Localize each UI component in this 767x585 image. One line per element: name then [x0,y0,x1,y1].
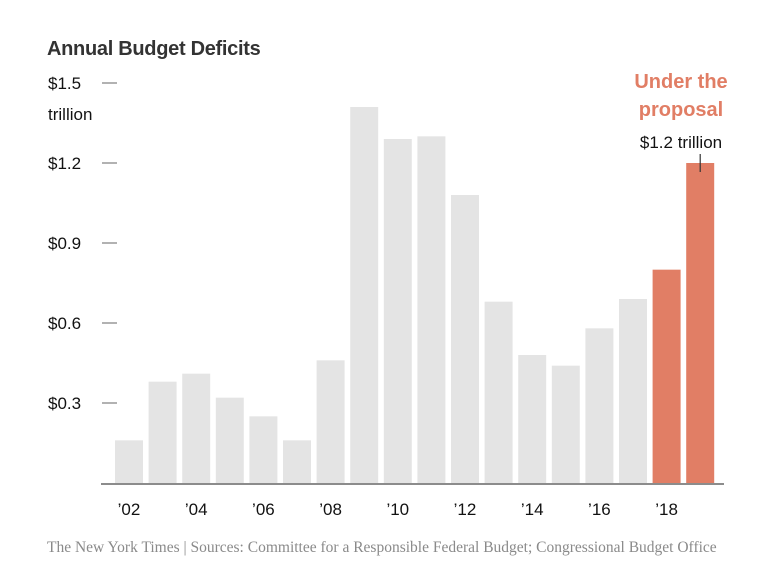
x-tick-label: ’14 [521,500,544,519]
y-tick-label: $1.2 [48,154,81,173]
source-credit: The New York Times | Sources: Committee … [47,539,717,556]
bar-2008 [316,360,345,483]
y-tick-label: $0.3 [48,394,81,413]
bar-2005 [215,397,244,483]
y-tick-label: $1.5 [48,74,81,93]
x-tick-label: ’18 [655,500,678,519]
bar-2015 [551,365,580,483]
x-tick-label: ’08 [319,500,342,519]
bar-2018 [652,269,681,483]
proposal-annotation: Under the proposal $1.2 trillion [634,71,728,172]
bar-2009 [350,107,379,483]
y-axis: $1.5 $1.2 $0.9 $0.6 $0.3 [48,74,117,413]
x-tick-label: ’06 [252,500,275,519]
bar-2006 [249,416,278,483]
x-tick-label: ’04 [185,500,208,519]
bar-2013 [484,301,513,483]
x-tick-label: ’02 [118,500,141,519]
bar-2019 [686,163,715,483]
bar-2016 [585,328,614,483]
bar-2012 [451,195,479,483]
y-tick-label: $0.6 [48,314,81,333]
y-tick-label: $0.9 [48,234,81,253]
annotation-heading-line2: proposal [639,99,723,121]
x-tick-label: ’10 [386,500,409,519]
bars-group [115,107,715,484]
bar-2014 [518,355,547,483]
bar-2004 [182,373,211,483]
bar-2003 [148,381,177,483]
bar-2011 [417,136,446,484]
annotation-value: $1.2 trillion [640,133,722,152]
x-axis: ’02 ’04 ’06 ’08 ’10 ’12 ’14 ’16 ’18 [118,500,678,519]
bar-2002 [115,440,143,483]
y-unit-label: trillion [48,105,92,124]
x-tick-label: ’16 [588,500,611,519]
annotation-heading-line1: Under the [634,71,727,93]
bar-2007 [283,440,311,483]
chart-title: Annual Budget Deficits [47,38,261,60]
bar-2017 [619,299,647,483]
x-tick-label: ’12 [454,500,477,519]
bar-2010 [383,139,412,483]
